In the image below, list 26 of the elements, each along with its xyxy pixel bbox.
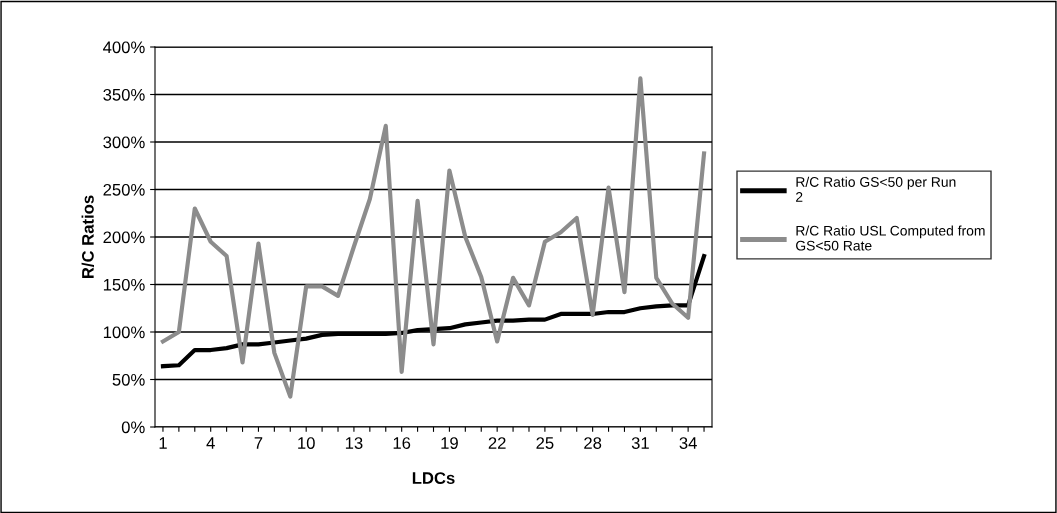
x-tick-label: 19	[441, 437, 458, 449]
y-axis-title: R/C Ratios	[81, 195, 94, 279]
x-tick-label: 4	[206, 437, 215, 449]
x-tick-label: 25	[536, 437, 554, 449]
x-tick-label: 31	[631, 437, 649, 449]
x-tick-label: 10	[298, 437, 315, 449]
legend-label: R/C Ratio GS<50 per Run 2	[796, 176, 956, 202]
y-tick-label: 150%	[103, 278, 145, 291]
line-series	[160, 76, 707, 399]
x-axis-title: LDCs	[412, 472, 455, 484]
y-tick-label: 250%	[103, 183, 145, 196]
legend-label: R/C Ratio USL Computed from GS<50 Rate	[796, 225, 985, 251]
x-tick-label: 22	[488, 437, 506, 449]
y-tick-label: 100%	[103, 326, 145, 339]
y-tick-label: 300%	[103, 136, 145, 149]
y-tick-label: 400%	[103, 41, 145, 54]
x-tick-label: 16	[393, 437, 411, 449]
x-tick-label: 7	[254, 437, 263, 449]
y-tick-label: 200%	[103, 231, 145, 244]
x-tick-label: 13	[345, 437, 363, 449]
y-tick-label: 350%	[103, 88, 145, 101]
y-tick-label: 0%	[121, 421, 145, 434]
y-tick-label: 50%	[112, 373, 145, 386]
x-tick-label: 28	[584, 437, 602, 449]
x-tick-label: 34	[679, 437, 697, 449]
x-tick-label: 1	[159, 437, 167, 449]
